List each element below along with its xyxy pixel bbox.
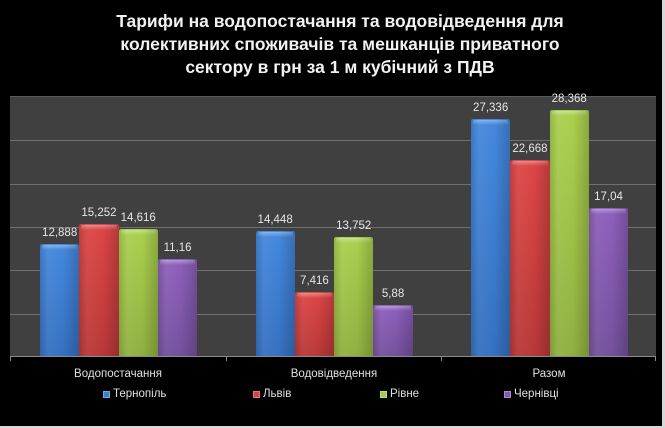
bar-rivne[interactable] xyxy=(334,236,374,357)
legend-item-lviv[interactable]: Львів xyxy=(253,387,291,401)
bar-lviv[interactable] xyxy=(510,159,550,357)
category-label-water-supply: Водопостачання xyxy=(74,368,162,380)
data-label: 14,448 xyxy=(257,213,293,226)
legend-item-ternopil[interactable]: Тернопіль xyxy=(103,387,166,401)
category-label-total: Разом xyxy=(532,368,566,380)
gridline xyxy=(10,140,656,142)
bottom-border xyxy=(0,426,665,428)
legend-label: Львів xyxy=(263,388,292,400)
x-axis-tick xyxy=(226,356,227,361)
gridline xyxy=(10,183,656,185)
data-label: 5,88 xyxy=(381,288,405,301)
chart-title-line-1: Тарифи на водопостачання та водовідведен… xyxy=(116,11,564,31)
bar-chernivtsi[interactable] xyxy=(373,305,413,356)
x-axis-tick xyxy=(655,356,656,361)
x-axis-tick xyxy=(10,356,11,361)
data-label: 14,616 xyxy=(120,212,156,225)
data-label: 12,888 xyxy=(42,227,78,240)
bar-rivne[interactable] xyxy=(118,229,159,356)
bar-chernivtsi[interactable] xyxy=(157,259,198,356)
legend-label: Чернівці xyxy=(514,388,559,400)
data-label: 11,16 xyxy=(163,242,192,255)
bar-ternopil[interactable] xyxy=(255,230,296,357)
right-border xyxy=(662,0,665,428)
chart-title: Тарифи на водопостачання та водовідведен… xyxy=(40,10,640,79)
chart-title-line-2: колективних споживачів та мешканців прив… xyxy=(120,34,560,54)
bar-lviv[interactable] xyxy=(79,223,119,357)
data-label: 7,416 xyxy=(300,274,329,287)
data-label: 22,668 xyxy=(512,142,548,155)
legend-label: Рівне xyxy=(390,388,420,400)
data-label: 15,252 xyxy=(81,206,117,219)
legend-swatch-blue-icon xyxy=(103,390,110,398)
bar-rivne[interactable] xyxy=(549,110,590,356)
legend-swatch-red-icon xyxy=(253,390,260,398)
legend-item-rivne[interactable]: Рівне xyxy=(380,387,419,401)
bar-ternopil[interactable] xyxy=(471,119,511,356)
x-axis-tick xyxy=(441,356,442,361)
legend-item-chernivtsi[interactable]: Чернівці xyxy=(504,387,559,401)
chart-title-line-3: сектору в грн за 1 м кубічний з ПДВ xyxy=(185,57,495,77)
gridline xyxy=(10,227,656,228)
bar-chernivtsi[interactable] xyxy=(588,208,629,356)
data-label: 13,752 xyxy=(336,219,372,232)
x-axis-line xyxy=(10,356,656,357)
bar-ternopil[interactable] xyxy=(40,244,80,356)
legend-swatch-purple-icon xyxy=(504,390,511,398)
legend-label: Тернопіль xyxy=(113,388,167,400)
legend-swatch-green-icon xyxy=(380,390,387,398)
category-label-drainage: Водовідведення xyxy=(290,368,378,380)
data-label: 28,368 xyxy=(551,93,587,106)
data-label: 27,336 xyxy=(473,102,509,115)
bar-lviv[interactable] xyxy=(294,291,335,357)
data-label: 17,04 xyxy=(594,191,623,204)
gridline xyxy=(10,270,656,272)
